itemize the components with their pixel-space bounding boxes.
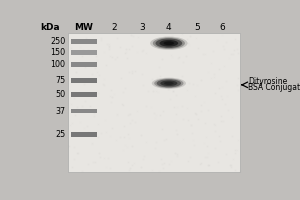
Bar [71,50,97,55]
Text: BSA Conjugate: BSA Conjugate [248,83,300,92]
Bar [68,33,240,172]
Text: 150: 150 [50,48,65,57]
Text: 6: 6 [220,23,225,32]
Bar [71,92,97,97]
Text: 250: 250 [50,37,65,46]
Ellipse shape [160,40,178,47]
Bar [71,132,97,137]
Ellipse shape [150,37,188,50]
Text: Dityrosine: Dityrosine [248,77,287,86]
Text: 4: 4 [166,23,172,32]
Ellipse shape [164,41,174,45]
Text: 37: 37 [55,107,65,116]
Text: 3: 3 [139,23,145,32]
Ellipse shape [164,82,174,85]
Text: 2: 2 [111,23,117,32]
Ellipse shape [153,38,185,49]
Bar [71,109,97,113]
Text: 50: 50 [55,90,65,99]
Ellipse shape [160,80,177,86]
Ellipse shape [154,78,184,88]
Bar [71,78,97,83]
Ellipse shape [152,78,186,89]
Ellipse shape [155,38,182,48]
Ellipse shape [166,82,172,84]
Text: 25: 25 [55,130,65,139]
Text: 5: 5 [194,23,200,32]
Bar [71,62,97,67]
Text: kDa: kDa [40,23,59,32]
Ellipse shape [157,79,181,87]
Text: MW: MW [75,23,93,32]
Text: 75: 75 [55,76,65,85]
Ellipse shape [166,42,172,45]
Text: 100: 100 [50,60,65,69]
Bar [71,39,97,44]
